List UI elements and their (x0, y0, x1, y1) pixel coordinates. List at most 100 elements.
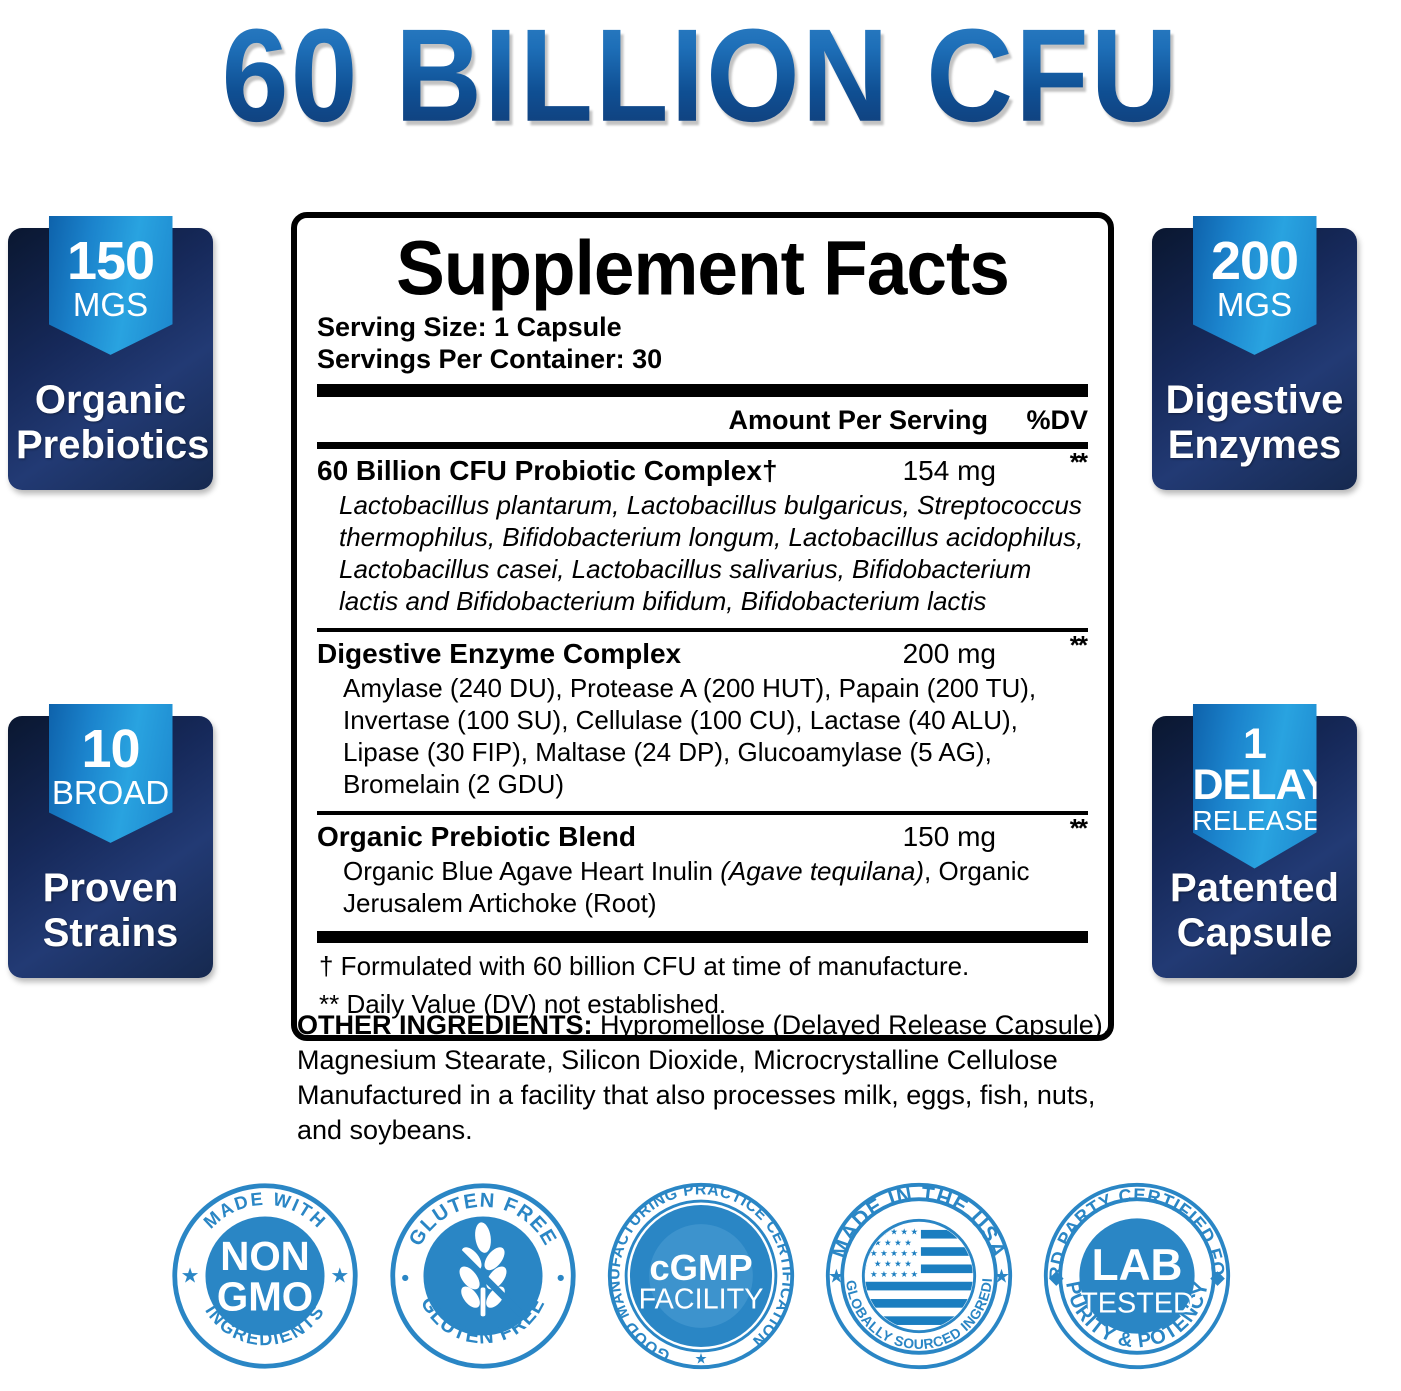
badge-label-line2: Capsule (1176, 910, 1333, 955)
page-title: 60 BILLION CFU (221, 1, 1180, 150)
badge-amount: 200 (1210, 231, 1299, 291)
badge-ribbon: 10 BROAD (48, 704, 173, 843)
nutrient-amount: 150 mg (902, 820, 996, 852)
other-ingredients-body: Hypromellose (Delayed Release Capsule), … (297, 1010, 1111, 1076)
badge-label-line1: Proven (42, 866, 179, 910)
wheat-stalk-icon (459, 1222, 506, 1317)
dv-value: ** (1069, 629, 1088, 660)
divider-thick (317, 383, 1088, 397)
divider-thin (317, 810, 1088, 815)
svg-text:★ ★ ★ ★ ★: ★ ★ ★ ★ ★ (870, 1227, 919, 1237)
dv-value: ** (1069, 446, 1088, 477)
nutrient-description: Lactobacillus plantarum, Lactobacillus b… (339, 489, 1084, 617)
divider-thin (317, 627, 1088, 632)
star-right-icon: ★ (330, 1265, 349, 1288)
badge-ribbon: 150 MGS (48, 216, 173, 355)
badge-label-line1: Patented (1170, 866, 1339, 910)
gluten-free-icon: GLUTEN FREE GLUTEN FREE ● ● (389, 1183, 576, 1369)
desc-part-1: Organic Blue Agave Heart Inulin (343, 855, 721, 886)
star-bottom-icon: ★ (694, 1351, 707, 1367)
nutrient-main-line: 60 Billion CFU Probiotic Complex† 154 mg (317, 455, 1088, 487)
non-gmo-icon: MADE WITH INGREDIENTS ★ ★ NON GMO (171, 1183, 358, 1369)
divider-medium (317, 441, 1088, 449)
star-left-icon: ★ (180, 1265, 199, 1288)
badge-unit: RELEASE (1192, 804, 1322, 836)
svg-text:★ ★ ★ ★ ★: ★ ★ ★ ★ ★ (870, 1248, 919, 1258)
badge-ribbon: 200 MGS (1192, 216, 1317, 355)
column-header-amount: Amount Per Serving (728, 404, 988, 435)
seal-center-line1: NON (220, 1233, 310, 1279)
other-ingredients-block: OTHER INGREDIENTS: Hypromellose (Delayed… (297, 1008, 1127, 1148)
badge-unit: MGS (72, 285, 149, 323)
star-left-icon: ★ (827, 1267, 844, 1288)
badge-unit: MGS (1216, 285, 1293, 323)
seal-cgmp: GOOD MANUFACTURING PRACTICE CERTIFICATIO… (605, 1180, 797, 1372)
supplement-facts-panel: Supplement Facts Serving Size: 1 Capsule… (291, 212, 1114, 1041)
dot-left-icon: ● (400, 1270, 409, 1286)
nutrient-amount: 200 mg (902, 637, 996, 669)
servings-per-container: Servings Per Container: 30 (317, 344, 663, 375)
badge-unit: BROAD (51, 773, 170, 811)
seal-non-gmo: MADE WITH INGREDIENTS ★ ★ NON GMO (169, 1180, 361, 1372)
footnote-dagger: † Formulated with 60 billion CFU at time… (319, 951, 970, 982)
seal-gluten-free: GLUTEN FREE GLUTEN FREE ● ● (387, 1180, 579, 1372)
badge-label-line2: Enzymes (1167, 422, 1342, 467)
nutrient-amount: 154 mg (902, 454, 996, 486)
star-right-icon: ★ (992, 1267, 1009, 1288)
badge-label: Patented Capsule (1152, 866, 1357, 978)
product-title-banner: 60 BILLION CFU (0, 8, 1401, 143)
nutrient-main-line: Digestive Enzyme Complex 200 mg (317, 638, 1088, 670)
other-ingredients-line: OTHER INGREDIENTS: Hypromellose (Delayed… (297, 1008, 1127, 1078)
seal-center-line2: FACILITY (638, 1284, 763, 1316)
seal-made-in-usa: ★ ★ ★ ★ ★ ★ ★ ★ ★ ★ ★ ★ ★ ★ ★ ★ ★ ★ ★ ★ … (823, 1180, 1015, 1372)
dv-value: ** (1069, 812, 1088, 843)
seal-center-line1: cGMP (649, 1247, 752, 1288)
made-in-usa-icon: ★ ★ ★ ★ ★ ★ ★ ★ ★ ★ ★ ★ ★ ★ ★ ★ ★ ★ ★ ★ … (823, 1180, 1012, 1370)
badge-amount: 150 (66, 231, 155, 291)
nutrient-row-probiotic-complex: ** 60 Billion CFU Probiotic Complex† 154… (317, 446, 1088, 622)
badge-amount: 10 (81, 719, 140, 779)
svg-text:★ ★ ★ ★: ★ ★ ★ ★ (873, 1258, 911, 1268)
badge-delayed: DELAYED (1192, 761, 1388, 810)
badge-label-line2: Strains (42, 910, 179, 955)
svg-text:★ ★ ★ ★ ★: ★ ★ ★ ★ ★ (870, 1269, 919, 1279)
nutrient-name: 60 Billion CFU Probiotic Complex† (317, 454, 778, 486)
feature-badge-patented-capsule: 1 DELAYED RELEASE Patented Capsule (1152, 704, 1357, 978)
cgmp-icon: GOOD MANUFACTURING PRACTICE CERTIFICATIO… (606, 1181, 795, 1370)
nutrient-name: Digestive Enzyme Complex (317, 637, 682, 669)
badge-label-line2: Prebiotics (16, 422, 210, 467)
seal-center-line1: LAB (1091, 1241, 1182, 1290)
badge-ribbon: 1 DELAYED RELEASE (1192, 704, 1388, 869)
column-header-dv: %DV (1026, 404, 1088, 435)
nutrient-description: Amylase (240 DU), Protease A (200 HUT), … (343, 672, 1037, 800)
droplet-left-icon: ◆ (1048, 1268, 1063, 1289)
dot-right-icon: ● (556, 1270, 565, 1286)
feature-badge-digestive-enzymes: 200 MGS Digestive Enzymes (1152, 216, 1357, 490)
badge-label: Digestive Enzymes (1152, 378, 1357, 490)
usa-flag-icon: ★ ★ ★ ★ ★ ★ ★ ★ ★ ★ ★ ★ ★ ★ ★ ★ ★ ★ ★ ★ … (864, 1222, 973, 1330)
seal-center-line2: GMO (216, 1274, 312, 1320)
badge-label: Organic Prebiotics (8, 378, 213, 490)
table-header-row: Amount Per Serving %DV (317, 401, 1088, 438)
nutrient-row-digestive-enzyme-complex: ** Digestive Enzyme Complex 200 mg Amyla… (317, 629, 1088, 805)
lab-tested-icon: 3RD PARTY CERTIFIED FOR PURITY & POTENCY… (1041, 1180, 1230, 1370)
nutrient-description: Organic Blue Agave Heart Inulin (Agave t… (317, 853, 1088, 919)
droplet-right-icon: ◆ (1210, 1268, 1225, 1289)
nutrient-name: Organic Prebiotic Blend (317, 820, 636, 852)
footnote-stars: ** Daily Value (DV) not established. (319, 988, 727, 1019)
badge-label: Proven Strains (8, 866, 213, 978)
nutrient-row-organic-prebiotic-blend: ** Organic Prebiotic Blend 150 mg Organi… (317, 812, 1088, 923)
other-ingredients-label: OTHER INGREDIENTS: (297, 1010, 593, 1040)
badge-label-line1: Digestive (1165, 378, 1344, 422)
seal-lab-tested: 3RD PARTY CERTIFIED FOR PURITY & POTENCY… (1041, 1180, 1233, 1372)
serving-size: Serving Size: 1 Capsule (317, 312, 622, 342)
desc-part-2: , Organic Jerusalem Artichoke (Root) (343, 855, 1030, 918)
feature-badge-organic-prebiotics: 150 MGS Organic Prebiotics (8, 216, 213, 490)
certification-seal-row: MADE WITH INGREDIENTS ★ ★ NON GMO (0, 1180, 1401, 1380)
svg-text:★ ★ ★ ★: ★ ★ ★ ★ (873, 1237, 911, 1247)
badge-amount: 1 (1243, 720, 1267, 768)
seal-center-line2: TESTED (1080, 1287, 1194, 1319)
badge-label-line1: Organic (34, 378, 187, 422)
desc-latin-name: (Agave tequilana) (720, 855, 925, 886)
